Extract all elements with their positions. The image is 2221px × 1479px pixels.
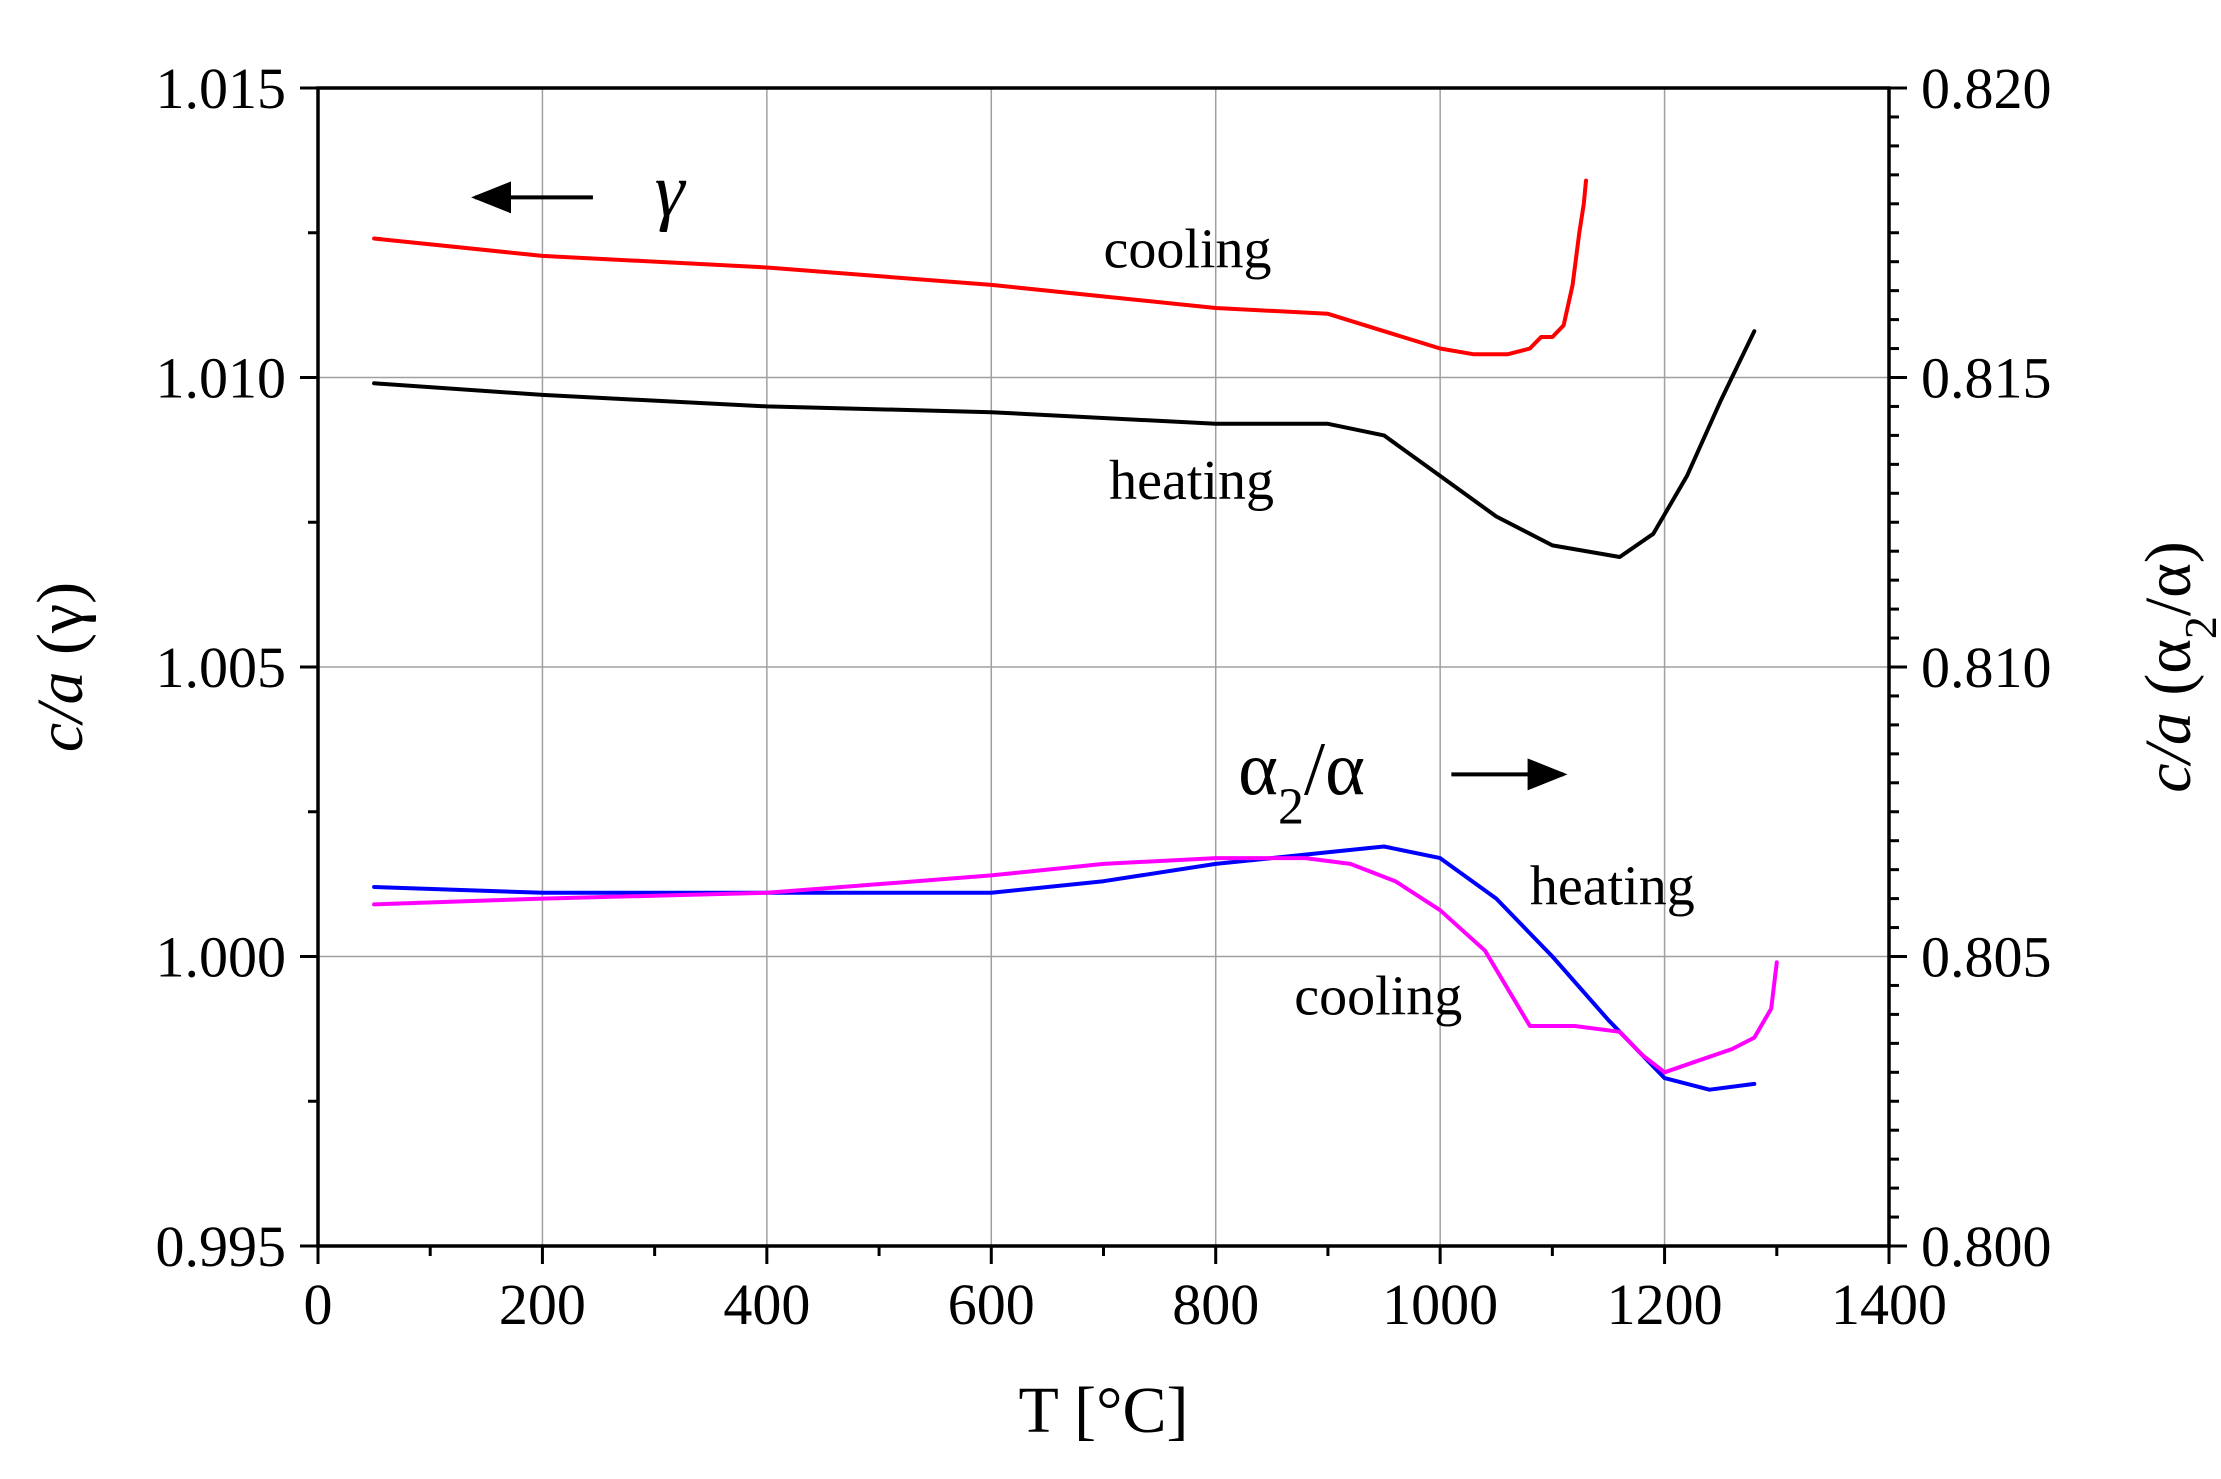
y-right-tick-label: 0.815: [1921, 346, 2052, 411]
y-left-tick-label: 1.000: [156, 925, 287, 990]
annotation-alpha-cooling: cooling: [1294, 965, 1462, 1027]
annotation-gamma-cooling: cooling: [1104, 218, 1272, 280]
x-axis-title: T [°C]: [1019, 1374, 1189, 1447]
x-tick-label: 1000: [1382, 1272, 1498, 1337]
y-right-tick-label: 0.805: [1921, 925, 2052, 990]
series-line--heating: [372, 329, 1757, 559]
y-right-tick-label: 0.810: [1921, 635, 2052, 700]
x-tick-label: 1200: [1607, 1272, 1723, 1337]
series-line--2-cooling: [372, 856, 1779, 1075]
y-right-axis-title: c/a (α2/α): [2132, 541, 2221, 793]
y-left-tick-label: 1.010: [156, 346, 287, 411]
annotation-alpha-heating: heating: [1530, 855, 1695, 917]
annotation-gamma: γ: [655, 148, 687, 232]
y-left-tick-label: 1.005: [156, 635, 287, 700]
x-tick-label: 1400: [1831, 1272, 1947, 1337]
tick-labels: 0 200 400 600 800 1000 1200 1400 0.995 1.000 1.005…: [24, 56, 2221, 1447]
annotation-alpha2-alpha: α2/α: [1238, 727, 1365, 835]
x-tick-label: 400: [723, 1272, 810, 1337]
y-left-tick-label: 0.995: [156, 1214, 287, 1279]
series-line--cooling: [372, 178, 1588, 357]
ticks: [300, 86, 1907, 1264]
data-series: [372, 178, 1779, 1092]
x-tick-label: 200: [499, 1272, 586, 1337]
y-left-axis-title: c/a (γ): [24, 582, 97, 752]
y-left-tick-label: 1.015: [156, 56, 287, 121]
y-right-tick-label: 0.800: [1921, 1214, 2052, 1279]
x-tick-label: 600: [948, 1272, 1035, 1337]
annotation-gamma-heating: heating: [1109, 450, 1274, 512]
x-tick-label: 800: [1172, 1272, 1259, 1337]
annotations: γ cooling heating α2/α heating cooling: [471, 148, 1695, 1027]
x-tick-label: 0: [304, 1272, 333, 1337]
y-right-tick-label: 0.820: [1921, 56, 2052, 121]
gridlines: [318, 88, 1889, 1246]
